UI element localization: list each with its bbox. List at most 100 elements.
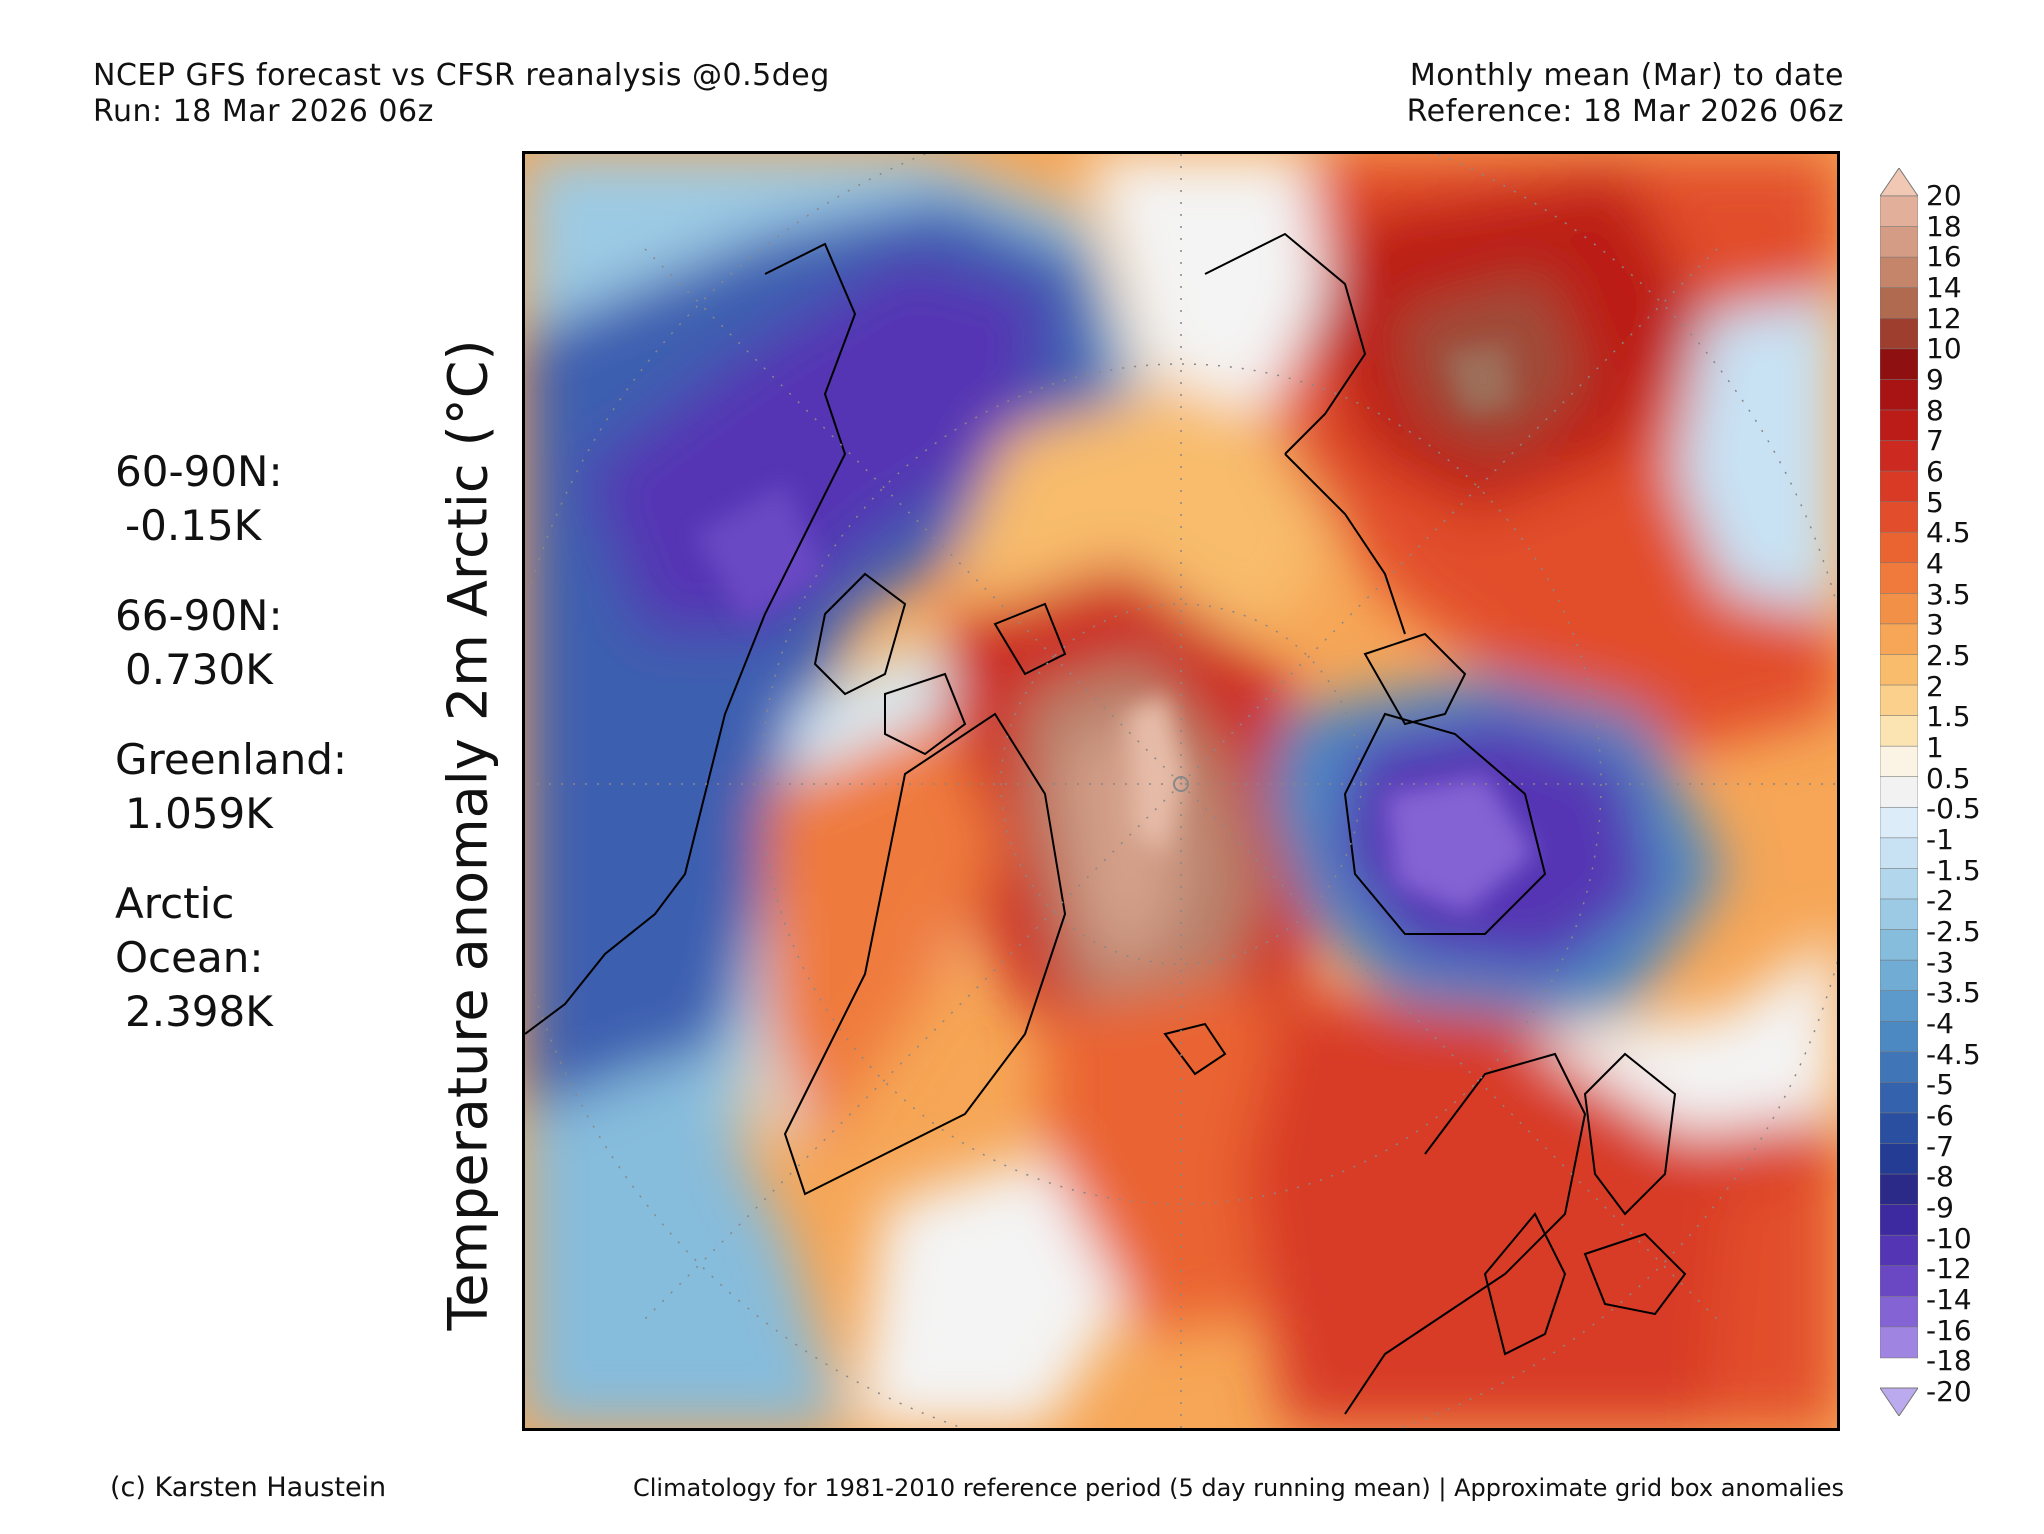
stat-arctic-ocean: Arctic Ocean: 2.398K <box>115 877 347 1039</box>
colorbar-swatch <box>1880 501 1918 534</box>
colorbar-tick-label: 1.5 <box>1926 700 1971 734</box>
colorbar-tick-label: -20 <box>1926 1375 1972 1408</box>
colorbar-swatch <box>1880 348 1918 381</box>
colorbar-swatch <box>1880 317 1918 350</box>
colorbar-swatch <box>1880 929 1918 961</box>
colorbar-swatch <box>1880 1112 1918 1145</box>
model-title: NCEP GFS forecast vs CFSR reanalysis @0.… <box>93 58 830 93</box>
colorbar-tick-label: 9 <box>1926 363 1944 396</box>
colorbar-swatch <box>1880 1234 1918 1267</box>
colorbar-swatch <box>1880 868 1918 900</box>
colorbar-tick-label: -2 <box>1926 884 1954 918</box>
colorbar-swatch <box>1880 1020 1918 1053</box>
copyright: (c) Karsten Haustein <box>110 1472 387 1503</box>
stat-60-90n: 60-90N: -0.15K <box>115 445 347 553</box>
colorbar-tick-label: -8 <box>1926 1160 1954 1194</box>
colorbar-swatch <box>1880 1204 1918 1236</box>
map-axis-label: Temperature anomaly 2m Arctic (°C) <box>436 339 500 1331</box>
colorbar-tick-label: -4 <box>1926 1007 1954 1040</box>
north-pole-marker <box>1173 776 1189 792</box>
stat-value: 2.398K <box>125 987 273 1036</box>
colorbar-tick-label: -1 <box>1926 823 1954 856</box>
coastlines <box>525 232 1687 1415</box>
colorbar-tick-label: -0.5 <box>1926 792 1981 826</box>
stat-value: -0.15K <box>125 501 262 550</box>
colorbar-swatch <box>1880 1143 1918 1175</box>
colorbar-swatch <box>1880 470 1918 503</box>
colorbar-tick-label: 16 <box>1926 240 1962 274</box>
colorbar-tick-label: -2.5 <box>1926 915 1981 948</box>
colorbar-tick-label: 14 <box>1926 271 1962 304</box>
anomaly-map-svg <box>525 154 1837 1428</box>
colorbar-swatch <box>1880 684 1918 717</box>
colorbar-swatch <box>1880 1326 1918 1359</box>
colorbar-swatch <box>1880 806 1918 839</box>
colorbar-tick-label: 4.5 <box>1926 516 1971 550</box>
colorbar-swatch <box>1880 1265 1918 1298</box>
colorbar-swatch <box>1880 226 1918 258</box>
colorbar-top-arrow <box>1880 168 1918 197</box>
colorbar <box>1880 168 1918 1416</box>
colorbar-swatch <box>1880 898 1918 931</box>
colorbar-tick-label: -9 <box>1926 1191 1954 1224</box>
colorbar-tick-label: -3.5 <box>1926 976 1981 1010</box>
colorbar-tick-label: -6 <box>1926 1099 1954 1132</box>
colorbar-tick-label: 5 <box>1926 485 1944 519</box>
colorbar-swatch <box>1880 654 1918 686</box>
colorbar-tick-label: -10 <box>1926 1221 1972 1255</box>
period-title: Monthly mean (Mar) to date <box>1409 58 1844 93</box>
colorbar-swatch <box>1880 287 1918 320</box>
colorbar-tick-label: 12 <box>1926 301 1962 335</box>
colorbar-swatch <box>1880 959 1918 992</box>
colorbar-tick-label: 20 <box>1926 179 1962 212</box>
colorbar-tick-label: 4 <box>1926 547 1944 580</box>
colorbar-tick-label: 3.5 <box>1926 577 1971 611</box>
colorbar-swatch <box>1880 256 1918 289</box>
anomaly-map[interactable] <box>522 151 1840 1431</box>
anomaly-detail <box>695 344 1535 914</box>
colorbar-tick-label: 0.5 <box>1926 761 1971 795</box>
colorbar-swatch <box>1880 409 1918 442</box>
stat-value: 1.059K <box>125 789 273 838</box>
region-stats: 60-90N: -0.15K 66-90N: 0.730K Greenland:… <box>115 445 347 1075</box>
stat-name: Greenland: <box>115 735 348 784</box>
anomaly-field <box>525 154 1837 1428</box>
colorbar-tick-label: 18 <box>1926 209 1962 243</box>
colorbar-swatch <box>1880 1051 1918 1084</box>
reference-time: Reference: 18 Mar 2026 06z <box>1406 94 1844 129</box>
stat-66-90n: 66-90N: 0.730K <box>115 589 347 697</box>
header-right: Monthly mean (Mar) to date Reference: 18… <box>1407 58 1844 130</box>
climatology-note: Climatology for 1981-2010 reference peri… <box>633 1474 1844 1502</box>
stat-name: 66-90N: <box>115 591 283 640</box>
colorbar-swatch <box>1880 1173 1918 1206</box>
colorbar-tick-label: 3 <box>1926 608 1944 642</box>
colorbar-swatch <box>1880 562 1918 595</box>
colorbar-swatch <box>1880 1296 1918 1328</box>
colorbar-tick-label: -18 <box>1926 1344 1972 1378</box>
colorbar-tick-label: -1.5 <box>1926 853 1981 887</box>
colorbar-tick-label: 2.5 <box>1926 639 1971 672</box>
colorbar-bottom-arrow <box>1880 1387 1918 1416</box>
colorbar-tick-label: 10 <box>1926 332 1962 366</box>
colorbar-swatch <box>1880 379 1918 411</box>
colorbar-tick-label: 6 <box>1926 455 1944 488</box>
colorbar-swatch <box>1880 776 1918 809</box>
colorbar-swatch <box>1880 1082 1918 1114</box>
colorbar-swatch <box>1880 990 1918 1023</box>
colorbar-swatch <box>1880 531 1918 564</box>
colorbar-tick-label: -3 <box>1926 945 1954 979</box>
colorbar-tick-label: -12 <box>1926 1252 1972 1286</box>
colorbar-swatch <box>1880 715 1918 747</box>
colorbar-tick-label: -4.5 <box>1926 1037 1981 1071</box>
colorbar-tick-label: -7 <box>1926 1129 1954 1163</box>
stat-name: Arctic Ocean: <box>115 879 264 982</box>
colorbar-tick-label: 1 <box>1926 731 1944 764</box>
colorbar-swatch <box>1880 593 1918 625</box>
stat-value: 0.730K <box>125 645 273 694</box>
stat-greenland: Greenland: 1.059K <box>115 733 347 841</box>
colorbar-tick-label: 2 <box>1926 669 1944 703</box>
colorbar-swatch <box>1880 745 1918 778</box>
run-time: Run: 18 Mar 2026 06z <box>93 94 434 129</box>
colorbar-tick-label: -16 <box>1926 1313 1972 1347</box>
colorbar-swatch <box>1880 195 1918 228</box>
